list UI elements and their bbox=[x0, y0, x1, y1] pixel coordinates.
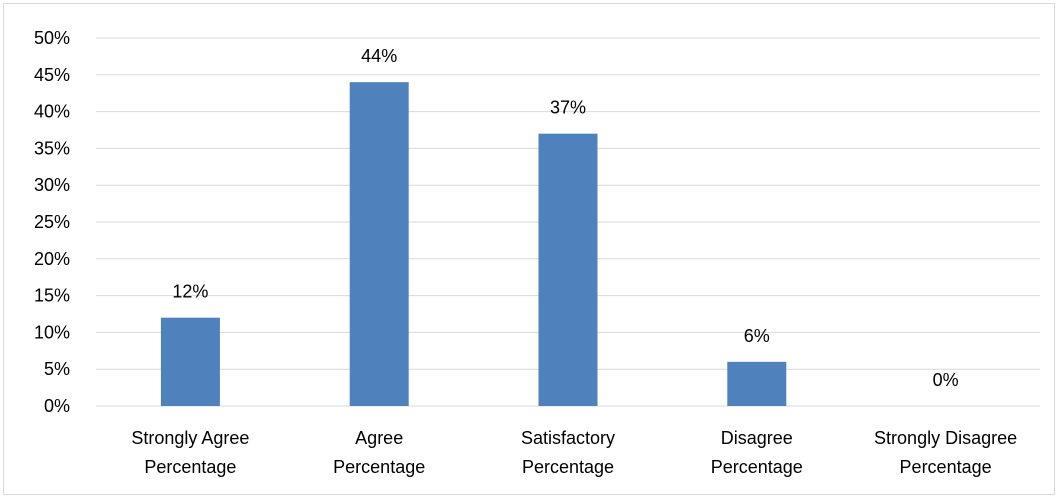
data-label: 12% bbox=[172, 282, 208, 302]
bar bbox=[727, 361, 787, 406]
x-category-label: Strongly Disagree bbox=[874, 428, 1017, 448]
bar bbox=[349, 82, 409, 406]
y-tick-label: 15% bbox=[34, 286, 70, 306]
y-tick-label: 25% bbox=[34, 212, 70, 232]
data-label: 44% bbox=[361, 46, 397, 66]
bar bbox=[538, 133, 598, 406]
y-axis-tick-labels: 0% 5% 10% 15% 20% 25% 30% 35% 40% 45% 50% bbox=[34, 28, 70, 416]
x-category-label: Percentage bbox=[144, 457, 236, 477]
data-label: 0% bbox=[933, 370, 959, 390]
bars bbox=[160, 82, 787, 406]
y-tick-label: 30% bbox=[34, 175, 70, 195]
x-axis-category-labels: Strongly Agree Percentage Agree Percentage S… bbox=[131, 428, 1017, 477]
x-category-label: Percentage bbox=[711, 457, 803, 477]
data-label: 6% bbox=[744, 326, 770, 346]
data-label: 37% bbox=[550, 98, 586, 118]
y-tick-label: 45% bbox=[34, 65, 70, 85]
y-tick-label: 35% bbox=[34, 138, 70, 158]
bar bbox=[160, 317, 220, 406]
y-tick-label: 50% bbox=[34, 28, 70, 48]
x-category-label: Agree bbox=[355, 428, 403, 448]
y-tick-label: 0% bbox=[44, 396, 70, 416]
x-category-label: Strongly Agree bbox=[131, 428, 249, 448]
y-tick-label: 5% bbox=[44, 359, 70, 379]
data-labels: 12% 44% 37% 6% 0% bbox=[172, 46, 958, 390]
x-category-label: Disagree bbox=[721, 428, 793, 448]
y-tick-label: 40% bbox=[34, 102, 70, 122]
y-tick-label: 10% bbox=[34, 322, 70, 342]
chart-frame bbox=[3, 3, 1055, 495]
x-category-label: Percentage bbox=[333, 457, 425, 477]
gridlines bbox=[96, 37, 1040, 407]
y-tick-label: 20% bbox=[34, 249, 70, 269]
x-category-label: Percentage bbox=[900, 457, 992, 477]
x-category-label: Percentage bbox=[522, 457, 614, 477]
x-category-label: Satisfactory bbox=[521, 428, 615, 448]
